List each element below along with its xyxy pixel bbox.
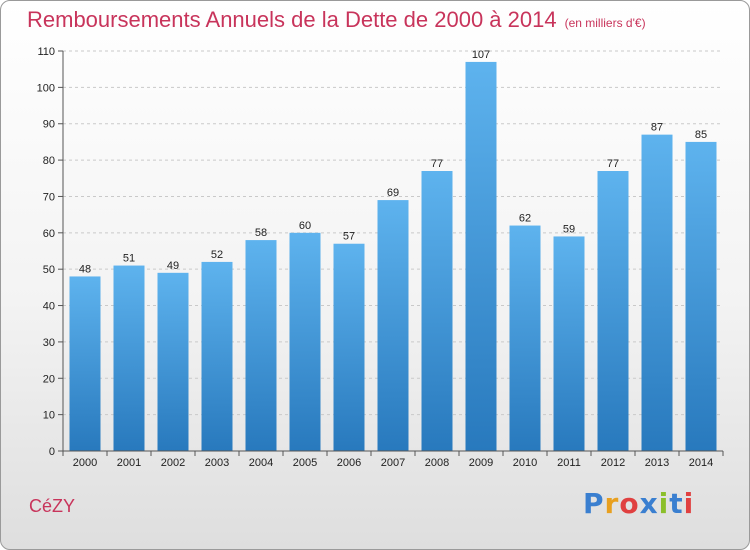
bar-value-label: 49 — [167, 260, 179, 272]
bar-value-label: 77 — [607, 158, 619, 170]
chart-title: Remboursements Annuels de la Dette de 20… — [27, 7, 646, 33]
y-tick-label: 100 — [37, 82, 55, 94]
bar — [69, 276, 101, 451]
x-tick-label: 2004 — [249, 457, 273, 469]
bar — [553, 236, 585, 451]
y-tick-label: 80 — [43, 155, 55, 167]
proxiti-logo: Proxiti — [583, 487, 695, 520]
bar — [465, 61, 497, 452]
bar — [377, 200, 409, 451]
x-tick-label: 2006 — [337, 457, 361, 469]
bar — [113, 265, 145, 451]
x-tick-label: 2008 — [425, 457, 449, 469]
y-tick-label: 70 — [43, 191, 55, 203]
bar-value-label: 58 — [255, 227, 267, 239]
bar-value-label: 85 — [695, 129, 707, 141]
bar-value-label: 69 — [387, 187, 399, 199]
x-tick-label: 2013 — [645, 457, 669, 469]
bar — [421, 171, 453, 451]
bar — [509, 225, 541, 451]
y-tick-label: 40 — [43, 301, 55, 313]
bar — [333, 243, 365, 451]
bar-layer: 48 51 49 52 58 60 57 69 77 107 62 59 77 87 85 — [69, 49, 717, 452]
x-tick-label: 2001 — [117, 457, 141, 469]
unit-label: (en milliers d'€) — [564, 16, 646, 30]
y-tick-label: 20 — [43, 373, 55, 385]
bar — [201, 261, 233, 451]
x-tick-label: 2009 — [469, 457, 493, 469]
bar-value-label: 57 — [343, 231, 355, 243]
bar — [641, 134, 673, 452]
axis-layer: 0 10 20 30 40 50 60 70 80 90 100 110 2000 2001 2002 200… — [37, 46, 724, 469]
x-tick-label: 2014 — [689, 457, 713, 469]
bar-value-label: 48 — [79, 263, 91, 275]
bar — [289, 232, 321, 451]
bar-value-label: 107 — [472, 49, 490, 61]
x-tick-label: 2000 — [73, 457, 97, 469]
bar-value-label: 51 — [123, 253, 135, 265]
bar — [245, 240, 277, 451]
x-tick-label: 2011 — [557, 457, 581, 469]
bar-value-label: 87 — [651, 122, 663, 134]
bar-value-label: 77 — [431, 158, 443, 170]
y-tick-label: 30 — [43, 337, 55, 349]
x-tick-label: 2005 — [293, 457, 317, 469]
x-tick-label: 2002 — [161, 457, 185, 469]
y-tick-label: 0 — [49, 446, 55, 458]
y-tick-label: 60 — [43, 228, 55, 240]
y-tick-label: 90 — [43, 119, 55, 131]
title-text: Remboursements Annuels de la Dette de 20… — [27, 7, 557, 32]
bar — [597, 171, 629, 451]
x-tick-label: 2007 — [381, 457, 405, 469]
x-tick-label: 2003 — [205, 457, 229, 469]
bar-value-label: 60 — [299, 220, 311, 232]
x-tick-label: 2010 — [513, 457, 537, 469]
y-tick-label: 50 — [43, 264, 55, 276]
bar — [157, 272, 189, 451]
bar-value-label: 62 — [519, 213, 531, 225]
bar — [685, 141, 717, 451]
x-tick-label: 2012 — [601, 457, 625, 469]
bar-value-label: 59 — [563, 223, 575, 235]
bar-value-label: 52 — [211, 249, 223, 261]
y-tick-label: 10 — [43, 410, 55, 422]
city-name: CéZY — [29, 496, 76, 516]
y-tick-label: 110 — [37, 46, 55, 58]
